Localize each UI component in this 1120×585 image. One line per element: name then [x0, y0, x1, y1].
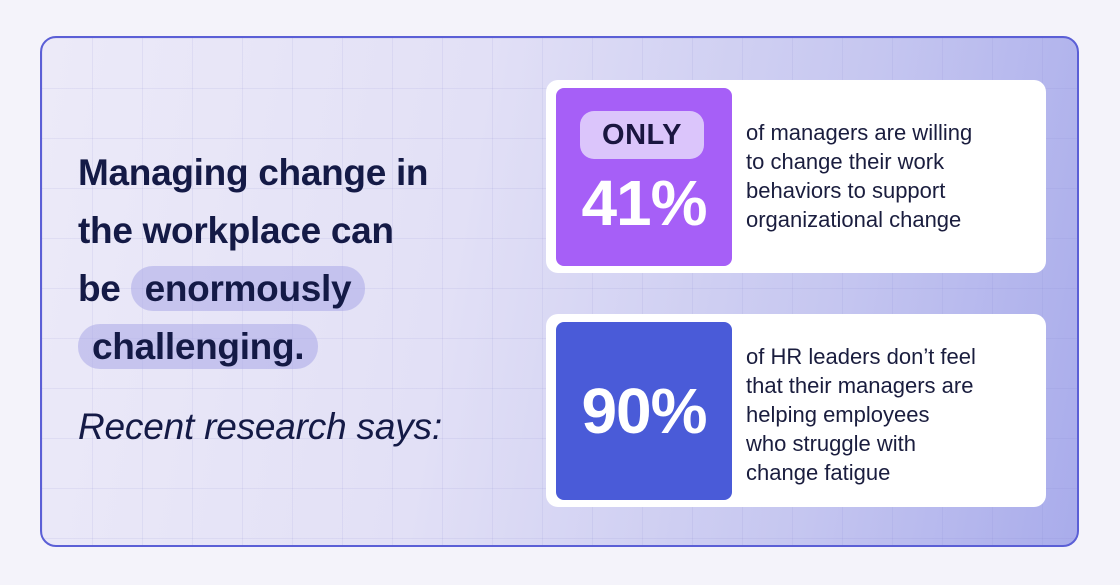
stat-line: organizational change [746, 207, 962, 232]
stat-value-90: 90% [581, 375, 707, 447]
stat-description-hr-leaders: of HR leaders don’t feel that their mana… [746, 342, 1036, 487]
stat-tile-90: 90% [556, 322, 732, 500]
stat-line: of HR leaders don’t feel [746, 344, 976, 369]
only-badge: ONLY [580, 111, 704, 159]
highlight-challenging: challenging. [78, 324, 319, 369]
stat-line: of managers are willing [746, 120, 973, 145]
headline-line-1: Managing change in [78, 152, 429, 193]
headline-line-3-prefix: be [78, 268, 121, 309]
headline-line-2: the workplace can [78, 210, 394, 251]
stat-line: change fatigue [746, 460, 891, 485]
stat-value-41: 41% [581, 167, 707, 239]
stat-line: that their managers are [746, 373, 974, 398]
stat-card-managers: ONLY 41% of managers are willing to chan… [546, 80, 1046, 273]
infographic-card: Managing change in the workplace can be … [40, 36, 1079, 547]
headline: Managing change in the workplace can be … [78, 144, 548, 376]
stat-card-hr-leaders: 90% of HR leaders don’t feel that their … [546, 314, 1046, 507]
stat-description-managers: of managers are willing to change their … [746, 118, 1036, 234]
stat-tile-41: ONLY 41% [556, 88, 732, 266]
subheading: Recent research says: [78, 406, 442, 447]
stat-line: behaviors to support [746, 178, 946, 203]
stat-line: helping employees [746, 402, 930, 427]
stat-line: to change their work [746, 149, 945, 174]
highlight-enormously: enormously [130, 266, 366, 311]
stat-line: who struggle with [746, 431, 916, 456]
